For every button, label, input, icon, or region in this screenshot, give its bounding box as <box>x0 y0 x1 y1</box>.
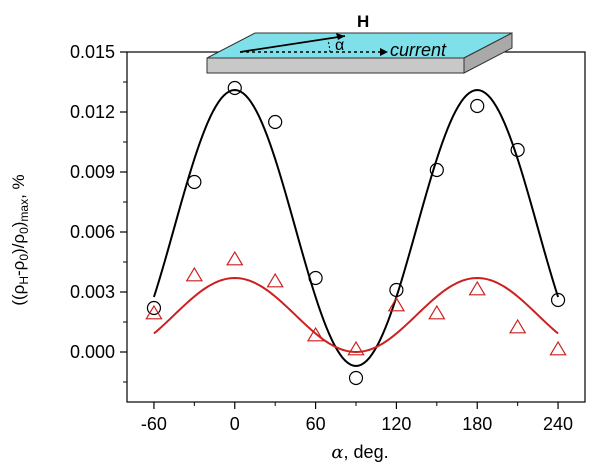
y-axis-title: ((ρH-ρ0)/ρ0)max, % <box>9 174 31 305</box>
field-label: H <box>357 12 369 31</box>
data-point-circle <box>187 174 202 190</box>
data-point-circle <box>308 270 323 286</box>
data-point-circle <box>510 142 525 158</box>
data-point-circle <box>268 114 283 130</box>
x-tick-label: 120 <box>381 414 411 434</box>
x-ticks: -60 0 60 120 180 240 <box>141 402 573 434</box>
current-label: current <box>390 40 447 60</box>
data-point-circle <box>429 162 444 178</box>
y-tick-label: 0.003 <box>70 282 115 302</box>
data-point-circle <box>470 98 485 114</box>
x-tick-label: 60 <box>306 414 326 434</box>
slab-front <box>206 57 465 74</box>
inset-diagram: H α current <box>206 12 513 74</box>
y-tick-label: 0.000 <box>70 342 115 362</box>
data-point-triangle <box>387 296 406 312</box>
data-point-triangle <box>508 318 527 334</box>
x-tick-label: 0 <box>230 414 240 434</box>
data-point-circle <box>146 300 162 316</box>
y-tick-label: 0.009 <box>70 162 115 182</box>
data-point-triangle <box>549 340 567 356</box>
slab-top <box>206 32 513 59</box>
data-point-circle <box>389 282 404 298</box>
fit-curve-2 <box>153 276 559 354</box>
data-point-circle <box>550 292 566 308</box>
y-tick-label: 0.012 <box>70 102 115 122</box>
field-arrowhead <box>336 33 345 40</box>
data-point-circle <box>348 370 364 386</box>
fit-curve-1 <box>152 88 560 368</box>
plot-frame <box>126 51 586 403</box>
data-point-triangle <box>185 266 204 282</box>
y-ticks: 0.000 0.003 0.006 0.009 0.012 0.015 <box>70 42 127 383</box>
data-point-triangle <box>428 304 446 320</box>
data-point-triangle <box>266 272 284 288</box>
data-point-triangle <box>347 340 365 356</box>
field-arrow <box>239 35 346 53</box>
x-tick-label: -60 <box>141 414 167 434</box>
angle-label: α <box>335 37 344 54</box>
data-point-triangle <box>306 326 325 342</box>
slab-side <box>463 32 513 74</box>
data-points <box>145 80 567 386</box>
x-tick-label: 240 <box>543 414 573 434</box>
data-point-triangle <box>226 250 244 266</box>
angle-arc <box>327 39 331 53</box>
x-axis-title: α, deg. <box>331 442 388 463</box>
x-tick-label: 180 <box>462 414 492 434</box>
current-arrowhead <box>380 48 388 56</box>
fit-curves <box>152 88 560 368</box>
data-point-circle <box>227 80 242 96</box>
data-point-triangle <box>145 304 163 320</box>
data-point-triangle <box>468 280 486 296</box>
y-tick-label: 0.006 <box>70 222 115 242</box>
y-tick-label: 0.015 <box>70 42 115 62</box>
